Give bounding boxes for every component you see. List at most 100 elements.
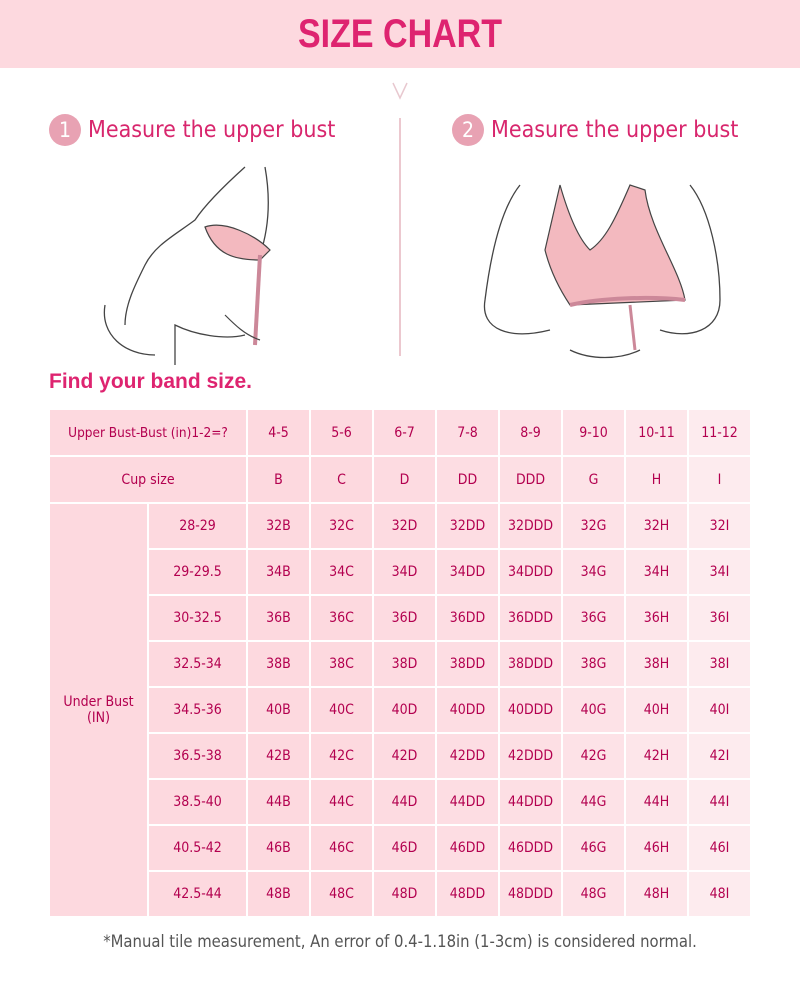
size-cell: 34I — [689, 550, 750, 594]
size-cell: 46D — [374, 826, 435, 870]
size-cell: 32H — [626, 504, 687, 548]
under-bust-value: 38.5-40 — [149, 780, 246, 824]
difference-header: 9-10 — [563, 410, 624, 455]
size-cell: 46C — [311, 826, 372, 870]
difference-header: 4-5 — [248, 410, 309, 455]
cup-header: C — [311, 457, 372, 502]
under-bust-value: 42.5-44 — [149, 872, 246, 916]
size-chart-table: Upper Bust-Bust (in)1-2=? 4-5 5-6 6-7 7-8 8-9… — [50, 410, 750, 916]
cup-header: DD — [437, 457, 498, 502]
size-cell: 48D — [374, 872, 435, 916]
size-cell: 34H — [626, 550, 687, 594]
size-cell: 42G — [563, 734, 624, 778]
size-cell: 36H — [626, 596, 687, 640]
header-banner: SIZE CHART — [0, 0, 800, 68]
size-cell: 36I — [689, 596, 750, 640]
size-cell: 40D — [374, 688, 435, 732]
row-group-label: Under Bust (IN) — [50, 504, 147, 916]
step-label: Measure the upper bust — [491, 117, 739, 143]
step-1: 1 Measure the upper bust — [49, 114, 335, 146]
step-badge: 1 — [49, 114, 81, 146]
footnote: *Manual tile measurement, An error of 0.… — [103, 932, 697, 951]
size-cell: 48C — [311, 872, 372, 916]
size-cell: 40H — [626, 688, 687, 732]
size-cell: 44H — [626, 780, 687, 824]
size-cell: 44DD — [437, 780, 498, 824]
size-cell: 44C — [311, 780, 372, 824]
size-cell: 34DD — [437, 550, 498, 594]
cup-header: G — [563, 457, 624, 502]
difference-header: 5-6 — [311, 410, 372, 455]
difference-header: 8-9 — [500, 410, 561, 455]
under-bust-value: 40.5-42 — [149, 826, 246, 870]
size-cell: 44I — [689, 780, 750, 824]
size-cell: 48H — [626, 872, 687, 916]
size-cell: 32C — [311, 504, 372, 548]
step-2: 2 Measure the upper bust — [452, 114, 738, 146]
cup-label: Cup size — [50, 457, 246, 502]
size-cell: 48G — [563, 872, 624, 916]
size-cell: 42I — [689, 734, 750, 778]
illustration-side-view — [103, 166, 271, 365]
size-cell: 46B — [248, 826, 309, 870]
size-cell: 32D — [374, 504, 435, 548]
under-bust-value: 28-29 — [149, 504, 246, 548]
chevron-down-icon — [392, 82, 408, 100]
size-cell: 36C — [311, 596, 372, 640]
size-cell: 48DDD — [500, 872, 561, 916]
size-cell: 42DDD — [500, 734, 561, 778]
size-cell: 38G — [563, 642, 624, 686]
size-cell: 42H — [626, 734, 687, 778]
size-cell: 46DDD — [500, 826, 561, 870]
size-cell: 38B — [248, 642, 309, 686]
size-cell: 42D — [374, 734, 435, 778]
size-cell: 32G — [563, 504, 624, 548]
under-bust-value: 30-32.5 — [149, 596, 246, 640]
page-title: SIZE CHART — [298, 11, 502, 56]
size-cell: 32B — [248, 504, 309, 548]
size-cell: 34C — [311, 550, 372, 594]
size-cell: 38I — [689, 642, 750, 686]
difference-header: 7-8 — [437, 410, 498, 455]
cup-header: I — [689, 457, 750, 502]
size-cell: 44G — [563, 780, 624, 824]
size-cell: 48DD — [437, 872, 498, 916]
divider — [399, 118, 401, 356]
size-cell: 46I — [689, 826, 750, 870]
size-cell: 40DD — [437, 688, 498, 732]
size-cell: 42C — [311, 734, 372, 778]
difference-header: 10-11 — [626, 410, 687, 455]
size-cell: 42DD — [437, 734, 498, 778]
size-cell: 44B — [248, 780, 309, 824]
size-cell: 40G — [563, 688, 624, 732]
illustration-front-view — [483, 184, 721, 359]
size-cell: 40I — [689, 688, 750, 732]
size-cell: 38DDD — [500, 642, 561, 686]
size-cell: 46G — [563, 826, 624, 870]
size-cell: 44D — [374, 780, 435, 824]
size-cell: 36DDD — [500, 596, 561, 640]
size-cell: 38DD — [437, 642, 498, 686]
step-badge: 2 — [452, 114, 484, 146]
size-cell: 32DD — [437, 504, 498, 548]
size-cell: 44DDD — [500, 780, 561, 824]
under-bust-value: 32.5-34 — [149, 642, 246, 686]
size-cell: 38C — [311, 642, 372, 686]
size-cell: 36B — [248, 596, 309, 640]
size-cell: 46H — [626, 826, 687, 870]
cup-header: B — [248, 457, 309, 502]
size-cell: 38D — [374, 642, 435, 686]
size-cell: 42B — [248, 734, 309, 778]
size-cell: 40C — [311, 688, 372, 732]
size-cell: 32I — [689, 504, 750, 548]
size-cell: 40B — [248, 688, 309, 732]
cup-header: D — [374, 457, 435, 502]
size-cell: 34D — [374, 550, 435, 594]
size-cell: 46DD — [437, 826, 498, 870]
difference-header: 6-7 — [374, 410, 435, 455]
cup-header: DDD — [500, 457, 561, 502]
under-bust-value: 34.5-36 — [149, 688, 246, 732]
under-bust-value: 29-29.5 — [149, 550, 246, 594]
size-cell: 48I — [689, 872, 750, 916]
difference-header: 11-12 — [689, 410, 750, 455]
